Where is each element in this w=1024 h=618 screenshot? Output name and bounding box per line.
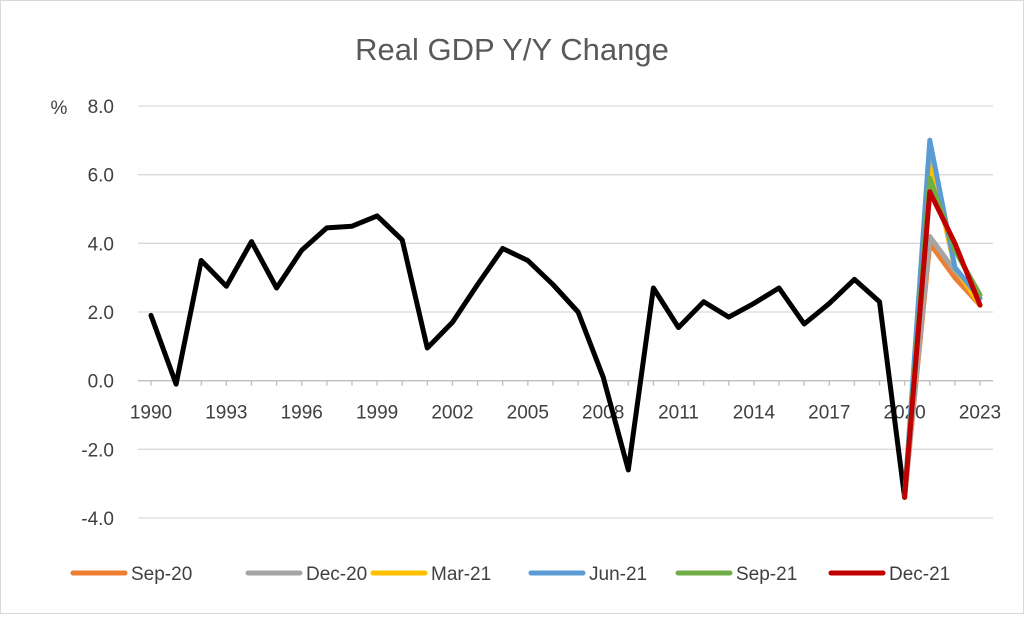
legend-label-dec-20: Dec-20 [306, 564, 367, 585]
legend-label-sep-21: Sep-21 [736, 564, 797, 585]
x-tick-label: 1996 [281, 403, 323, 424]
x-tick-label: 2005 [507, 403, 549, 424]
x-tick-label: 2008 [582, 403, 624, 424]
x-tick-label: 1990 [130, 403, 172, 424]
x-tick-label: 2011 [658, 403, 699, 424]
x-tick-label: 2014 [733, 403, 776, 424]
x-axis-ticks: 1990 1993 1996 1999 2002 2005 2008 2011 2014 2017… [130, 403, 1001, 424]
x-tick-label: 2017 [808, 403, 850, 424]
y-tick-label: 8.0 [88, 97, 114, 118]
x-tick-label: 2020 [883, 403, 925, 424]
y-tick-label: -2.0 [81, 440, 114, 461]
x-tick-label: 1993 [205, 403, 247, 424]
y-tick-label: 0.0 [88, 372, 114, 393]
x-tick-label: 2002 [431, 403, 473, 424]
legend-label-mar-21: Mar-21 [431, 564, 491, 585]
y-tick-label: 2.0 [88, 303, 114, 324]
series-lines [148, 137, 983, 500]
legend: Sep-20 Dec-20 Mar-21 Jun-21 Sep-21 Dec-21 [70, 564, 950, 585]
x-tick-label: 1999 [356, 403, 398, 424]
legend-label-sep-20: Sep-20 [131, 564, 192, 585]
y-axis-unit-label: % [51, 98, 68, 119]
y-tick-label: 4.0 [88, 234, 114, 255]
y-axis-ticks: -4.0 -2.0 0.0 2.0 4.0 6.0 8.0 [81, 97, 114, 530]
legend-label-jun-21: Jun-21 [589, 564, 647, 585]
series-line-jun-21 [902, 137, 983, 500]
x-tick-label: 2023 [959, 403, 1001, 424]
history-series-line [148, 213, 908, 500]
y-tick-label: 6.0 [88, 166, 114, 187]
legend-label-dec-21: Dec-21 [889, 564, 950, 585]
chart-title: Real GDP Y/Y Change [355, 32, 669, 67]
series-line-dec-21 [902, 189, 983, 500]
y-tick-label: -4.0 [81, 509, 114, 530]
gridlines [138, 105, 993, 519]
